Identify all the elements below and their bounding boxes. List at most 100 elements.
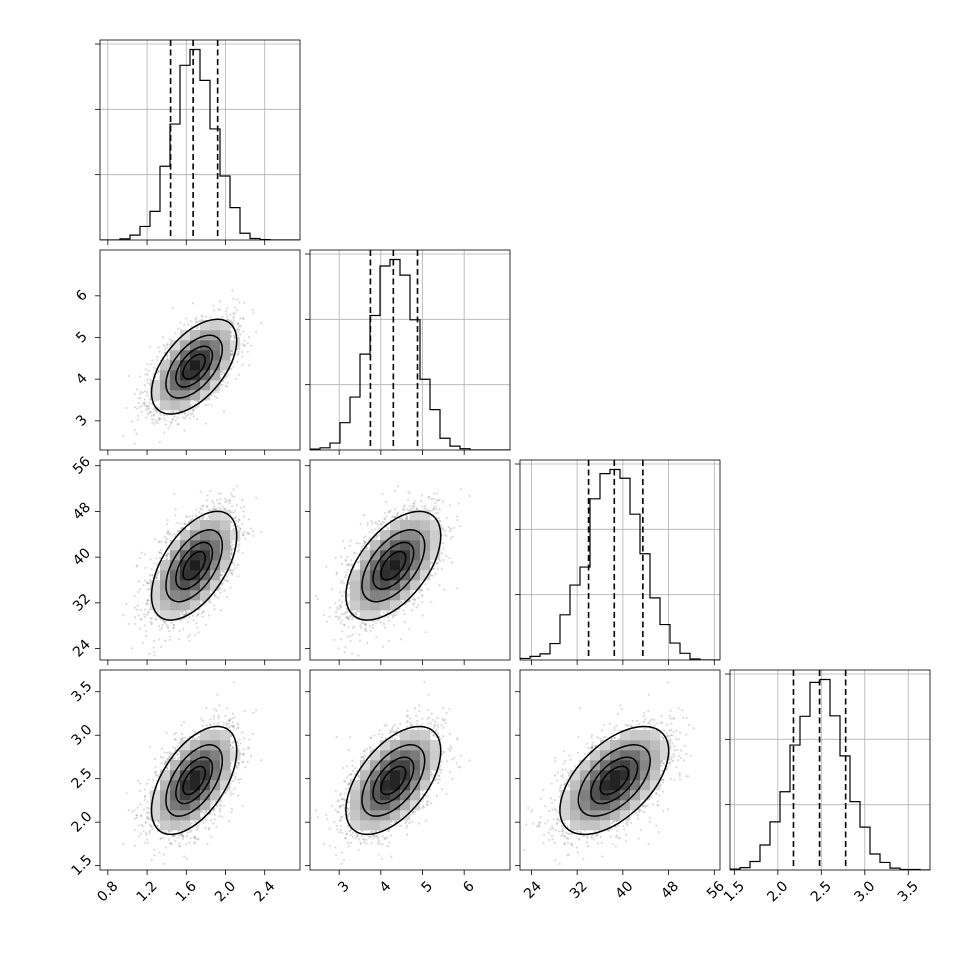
sample-point: [147, 404, 150, 408]
density-cell: [180, 340, 191, 351]
sample-point: [237, 540, 240, 543]
sample-point: [173, 415, 176, 418]
sample-point: [230, 520, 233, 524]
sample-point: [152, 408, 156, 411]
sample-point: [155, 557, 158, 560]
sample-point: [151, 359, 154, 362]
density-cell: [220, 350, 231, 361]
sample-point: [221, 574, 224, 577]
sample-point: [166, 357, 169, 360]
density-cell: [170, 340, 181, 351]
sample-point: [127, 374, 130, 378]
sample-point: [208, 509, 211, 512]
scatter-panel: [122, 485, 263, 657]
density-cell: [190, 390, 201, 401]
sample-point: [236, 322, 239, 326]
sample-point: [208, 600, 211, 603]
sample-point: [230, 330, 233, 333]
sample-point: [125, 406, 128, 410]
sample-point: [238, 519, 241, 522]
sample-point: [147, 581, 150, 585]
sample-point: [231, 352, 234, 355]
sample-point: [166, 532, 169, 535]
sample-point: [225, 307, 229, 310]
sample-point: [244, 537, 247, 540]
sample-point: [231, 354, 234, 357]
sample-point: [156, 411, 159, 414]
sample-point: [189, 320, 192, 323]
sample-point: [237, 520, 240, 523]
sample-point: [133, 406, 137, 409]
sample-point: [201, 315, 204, 318]
y-tick-label: 6: [73, 287, 91, 305]
sample-point: [255, 330, 258, 333]
sample-point: [218, 300, 222, 303]
sample-point: [220, 370, 223, 373]
sample-point: [180, 526, 183, 530]
sample-point: [241, 355, 244, 358]
sample-point: [186, 621, 189, 624]
sample-point: [241, 363, 244, 366]
sample-point: [214, 507, 217, 510]
sample-point: [156, 562, 159, 565]
sample-point: [233, 564, 236, 567]
sample-point: [139, 627, 142, 630]
density-cell: [210, 340, 221, 351]
sample-point: [243, 530, 246, 533]
sample-point: [154, 618, 157, 621]
sample-point: [157, 625, 161, 628]
sample-point: [242, 317, 245, 320]
sample-point: [158, 441, 161, 444]
sample-point: [204, 404, 207, 407]
sample-point: [143, 624, 146, 627]
sample-point: [178, 638, 181, 641]
sample-point: [165, 522, 169, 526]
contour-line: [175, 345, 214, 388]
sample-point: [222, 507, 225, 510]
sample-point: [137, 397, 140, 400]
y-tick-label: 3: [73, 412, 91, 430]
sample-point: [174, 419, 177, 422]
sample-point: [230, 550, 233, 553]
sample-point: [223, 589, 226, 592]
sample-point: [230, 548, 233, 552]
sample-point: [207, 614, 210, 617]
sample-point: [230, 352, 234, 355]
sample-point: [144, 602, 148, 605]
sample-point: [212, 507, 215, 511]
sample-point: [163, 621, 167, 625]
sample-point: [153, 414, 156, 417]
sample-point: [135, 407, 139, 410]
sample-point: [165, 554, 168, 557]
density-cell: [180, 400, 191, 411]
density-cell: [200, 380, 211, 391]
density-cell: [210, 360, 221, 371]
sample-point: [165, 354, 169, 357]
sample-point: [150, 568, 153, 571]
sample-point: [213, 608, 216, 611]
sample-point: [174, 508, 177, 511]
sample-point: [177, 423, 180, 426]
sample-point: [147, 381, 150, 385]
sample-point: [188, 616, 191, 619]
sample-point: [163, 351, 167, 354]
sample-point: [194, 633, 197, 636]
sample-point: [146, 581, 149, 584]
histogram-panel: [305, 249, 511, 455]
sample-point: [233, 336, 236, 339]
sample-point: [199, 507, 202, 510]
sample-point: [164, 557, 167, 560]
sample-point: [183, 429, 186, 432]
sample-point: [234, 515, 237, 519]
sample-point: [162, 417, 165, 420]
sample-point: [159, 417, 162, 421]
sample-point: [133, 616, 137, 619]
sample-point: [180, 612, 183, 615]
x-tick-label: 2.0: [764, 878, 791, 905]
sample-point: [141, 641, 144, 645]
sample-point: [233, 516, 237, 520]
sample-point: [209, 601, 212, 604]
sample-point: [142, 402, 146, 405]
sample-point: [133, 594, 136, 597]
sample-point: [208, 514, 211, 518]
